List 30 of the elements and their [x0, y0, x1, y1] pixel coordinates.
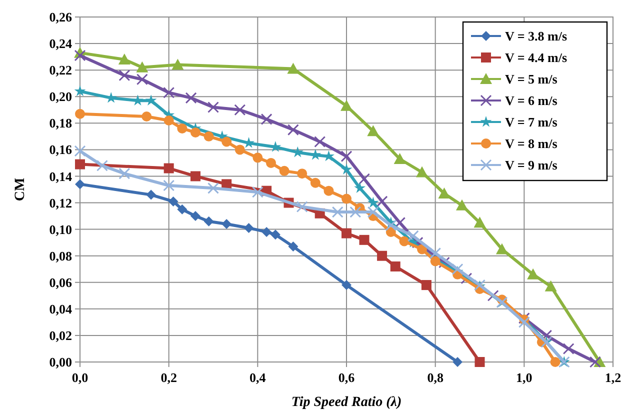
legend-label: V = 4.4 m/s	[505, 50, 568, 66]
x-tick-label: 0,8	[427, 370, 444, 385]
x-tick-label: 1,0	[516, 370, 532, 385]
legend-label: V = 3.8 m/s	[505, 28, 568, 44]
y-tick-label: 0,14	[49, 168, 72, 184]
legend-label: V = 7 m/s	[505, 114, 558, 130]
y-tick-label: 0,16	[49, 142, 72, 158]
y-tick-label: 0,20	[49, 89, 72, 104]
y-tick-label: 0,06	[49, 274, 72, 290]
y-axis-title: CM	[13, 178, 28, 202]
y-tick-label: 0,26	[49, 10, 72, 25]
x-tick-label: 0,6	[338, 370, 356, 385]
y-tick-label: 0,22	[49, 62, 72, 78]
legend-label: V = 5 m/s	[505, 72, 558, 87]
x-axis-title: Tip Speed Ratio (λ)	[291, 395, 402, 410]
y-tick-label: 0,24	[49, 36, 72, 52]
x-tick-label: 1,2	[604, 370, 622, 385]
legend-label: V = 6 m/s	[505, 93, 558, 108]
y-tick-label: 0,00	[49, 354, 72, 370]
legend-label: V = 8 m/s	[505, 136, 558, 152]
y-tick-label: 0,02	[49, 328, 72, 344]
y-tick-label: 0,12	[49, 195, 72, 210]
x-tick-label: 0,2	[160, 370, 177, 385]
x-tick-label: 0,4	[250, 370, 266, 385]
y-tick-label: 0,10	[49, 222, 72, 237]
y-tick-label: 0,18	[49, 116, 72, 131]
legend-label: V = 9 m/s	[505, 158, 558, 173]
y-tick-label: 0,04	[49, 301, 72, 316]
y-tick-label: 0,08	[49, 248, 72, 264]
x-tick-label: 0,0	[72, 370, 88, 385]
